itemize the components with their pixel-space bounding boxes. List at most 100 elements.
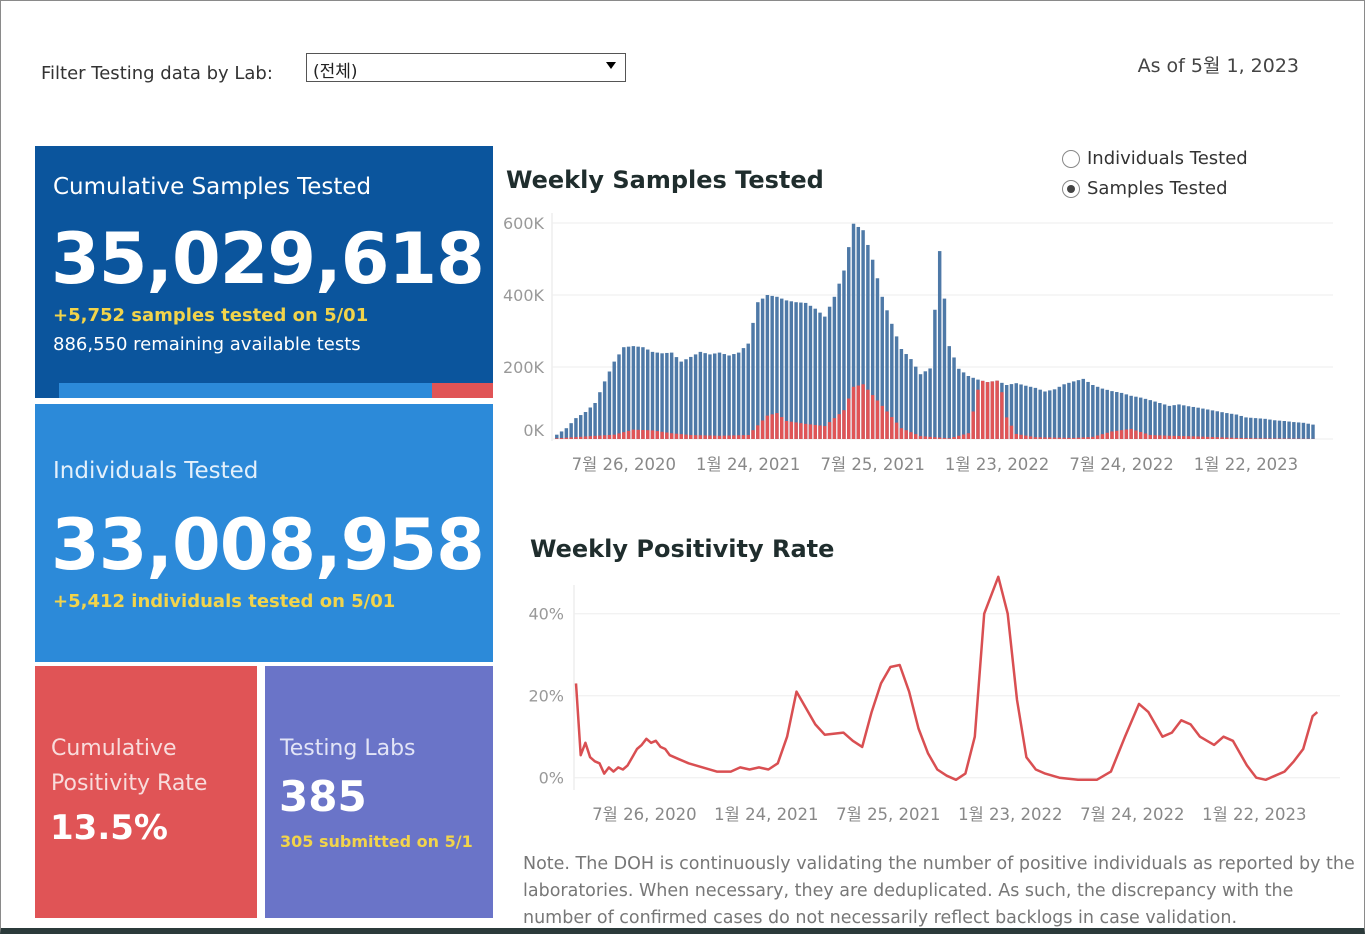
bar-total xyxy=(1239,415,1243,439)
bar-total xyxy=(803,302,808,439)
bar-total xyxy=(1038,389,1042,439)
bar-total xyxy=(1201,408,1205,439)
bar-positive xyxy=(1229,437,1234,439)
bar-positive xyxy=(722,435,727,439)
bar-total xyxy=(1186,406,1191,439)
bar-positive xyxy=(631,429,636,439)
bar-total xyxy=(650,351,655,439)
bar-total xyxy=(717,352,722,439)
bar-positive xyxy=(564,437,569,439)
bar-total xyxy=(847,247,851,439)
bar-positive xyxy=(1272,438,1277,439)
bar-positive xyxy=(717,435,722,439)
bar-total xyxy=(1014,383,1018,439)
bar-positive xyxy=(1052,437,1057,439)
bar-positive xyxy=(760,420,765,439)
bar-total xyxy=(1024,385,1028,439)
bar-total xyxy=(1129,395,1133,439)
bar-positive xyxy=(914,434,918,439)
bar-total xyxy=(626,346,631,439)
bar-total xyxy=(1028,386,1033,439)
bar-positive xyxy=(1134,430,1138,439)
bar-total xyxy=(1143,398,1148,439)
bar-positive xyxy=(756,425,760,439)
bar-positive xyxy=(995,380,999,439)
bar-total xyxy=(1033,387,1038,439)
bar-total xyxy=(866,244,870,439)
bar-total xyxy=(899,349,904,439)
bar-positive xyxy=(1009,425,1014,439)
bar-positive xyxy=(957,435,961,439)
bar-positive xyxy=(1234,437,1239,439)
bar-positive xyxy=(1258,438,1263,439)
x-tick-label: 7월 24, 2022 xyxy=(1069,455,1173,474)
lab-filter-dropdown[interactable]: (전체) xyxy=(306,53,626,82)
bar-positive xyxy=(780,417,784,439)
bar-total xyxy=(1177,404,1181,439)
bar-positive xyxy=(674,433,679,439)
bar-total xyxy=(1076,380,1081,439)
bar-positive xyxy=(1268,438,1272,439)
bar-total xyxy=(569,423,573,439)
cumulative-samples-card: Cumulative Samples Tested 35,029,618 +5,… xyxy=(35,146,493,398)
bar-positive xyxy=(1177,436,1181,439)
x-tick-label: 7월 25, 2021 xyxy=(820,455,924,474)
bar-positive xyxy=(794,422,798,439)
bar-positive xyxy=(1138,431,1143,439)
bar-total xyxy=(622,347,626,439)
bar-positive xyxy=(875,400,880,439)
bar-positive xyxy=(1000,392,1004,439)
bar-positive xyxy=(808,424,813,439)
bar-positive xyxy=(966,433,971,439)
bar-positive xyxy=(770,414,774,439)
bar-positive xyxy=(583,436,588,439)
bar-total xyxy=(588,407,593,439)
bar-positive xyxy=(1191,436,1196,439)
bar-positive xyxy=(1095,435,1100,439)
filter-label: Filter Testing data by Lab: xyxy=(41,63,273,84)
bar-positive xyxy=(1182,436,1186,439)
bar-total xyxy=(880,296,884,439)
bar-total xyxy=(1100,388,1105,439)
bar-total xyxy=(1052,389,1057,439)
bar-positive xyxy=(990,381,995,439)
bar-total xyxy=(636,346,640,439)
bar-positive xyxy=(856,385,861,439)
bar-total xyxy=(741,348,746,439)
bar-total xyxy=(602,381,607,439)
x-tick-label: 1월 24, 2021 xyxy=(696,455,800,474)
bar-total xyxy=(1115,392,1119,439)
radio-samples-tested[interactable]: Samples Tested xyxy=(1062,178,1228,199)
bar-total xyxy=(1172,405,1176,439)
bar-positive xyxy=(569,437,573,439)
bar-total xyxy=(842,270,846,439)
bar-total xyxy=(1071,381,1076,439)
positivity-title-line2: Positivity Rate xyxy=(51,771,208,796)
bar-positive xyxy=(578,436,583,439)
x-tick-label: 1월 24, 2021 xyxy=(714,805,818,824)
bar-total xyxy=(578,415,583,439)
bar-positive xyxy=(784,421,789,439)
bar-positive xyxy=(923,436,928,439)
bar-total xyxy=(1215,411,1219,439)
bar-total xyxy=(1110,391,1114,439)
bar-positive xyxy=(593,435,597,439)
bar-positive xyxy=(803,423,808,439)
bar-total xyxy=(727,355,731,439)
bar-positive xyxy=(598,435,602,439)
bar-total xyxy=(818,312,822,439)
bar-positive xyxy=(741,435,746,439)
positivity-rate-value: 13.5% xyxy=(50,808,168,848)
bar-total xyxy=(1124,394,1129,439)
bar-positive xyxy=(1249,438,1253,439)
bar-total xyxy=(1306,423,1310,439)
x-tick-label: 1월 23, 2022 xyxy=(945,455,1049,474)
bar-positive xyxy=(1057,437,1062,439)
bar-total xyxy=(799,302,803,439)
bar-total xyxy=(760,298,765,439)
radio-individuals-tested[interactable]: Individuals Tested xyxy=(1062,148,1248,169)
positivity-line xyxy=(574,575,1319,782)
bar-positive xyxy=(1038,437,1042,439)
bar-total xyxy=(780,298,784,439)
x-tick-label: 7월 26, 2020 xyxy=(592,805,696,824)
